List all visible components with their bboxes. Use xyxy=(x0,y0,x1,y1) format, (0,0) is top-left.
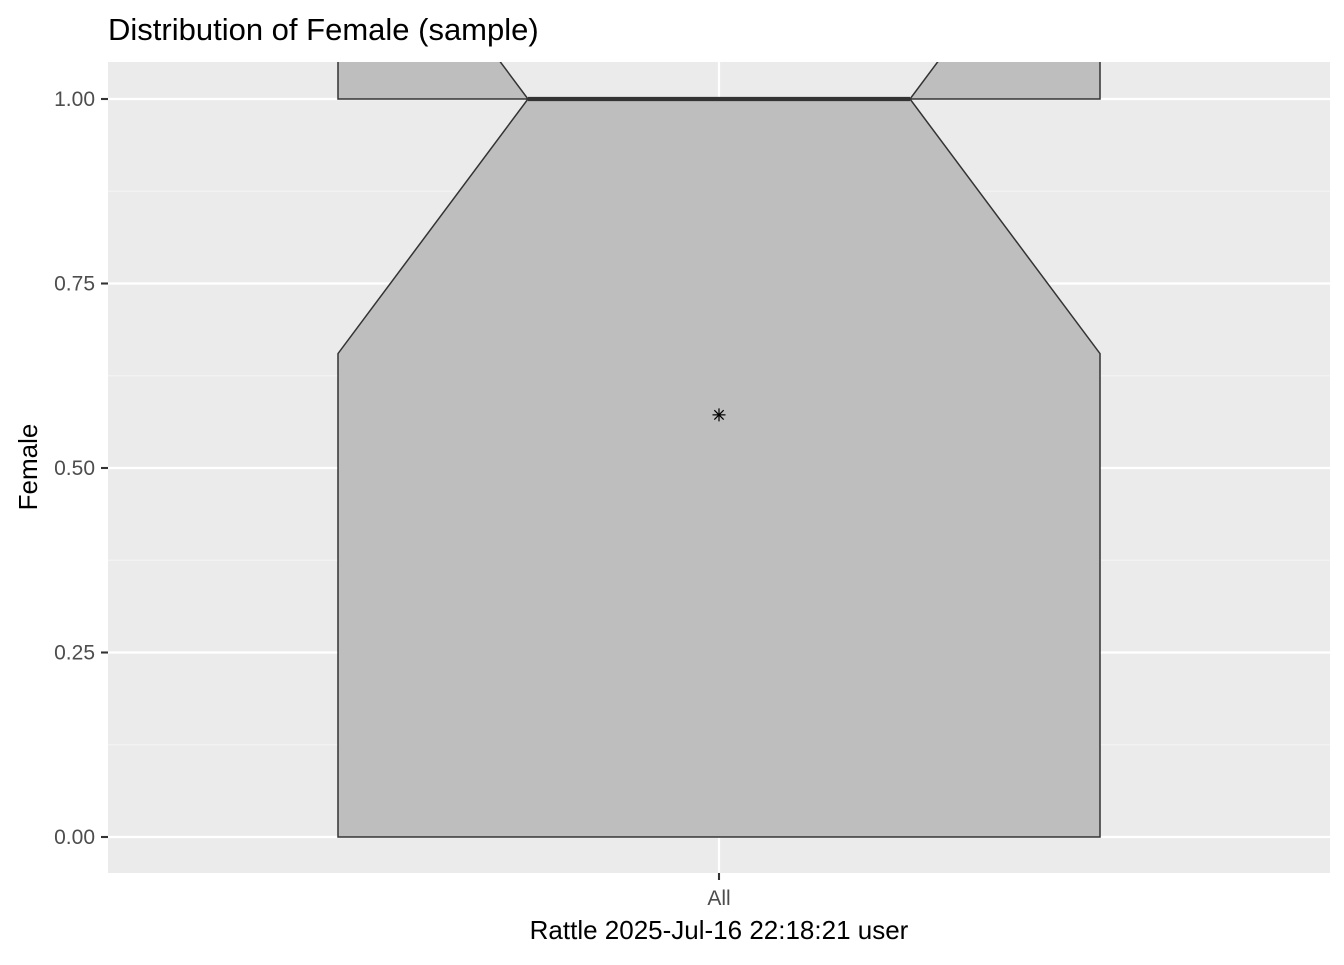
y-tick-label: 0.75 xyxy=(54,273,95,296)
x-tick-label: All xyxy=(707,887,730,910)
x-axis-title: Rattle 2025-Jul-16 22:18:21 user xyxy=(530,915,909,945)
notched-box xyxy=(337,62,1101,838)
mean-point xyxy=(712,408,726,422)
mean-point-stroke xyxy=(713,409,725,420)
y-axis: 0.00 0.25 0.50 0.75 1.00 xyxy=(54,88,108,849)
y-tick-label: 0.25 xyxy=(54,642,95,665)
box-layer xyxy=(337,62,1101,838)
plot-panel xyxy=(108,62,1330,873)
chart-title: Distribution of Female (sample) xyxy=(108,12,539,47)
y-tick-label: 1.00 xyxy=(54,88,95,111)
x-axis: All xyxy=(707,873,731,910)
y-tick-label: 0.50 xyxy=(54,457,95,480)
y-axis-title: Female xyxy=(13,424,43,511)
y-tick-label: 0.00 xyxy=(54,826,95,849)
